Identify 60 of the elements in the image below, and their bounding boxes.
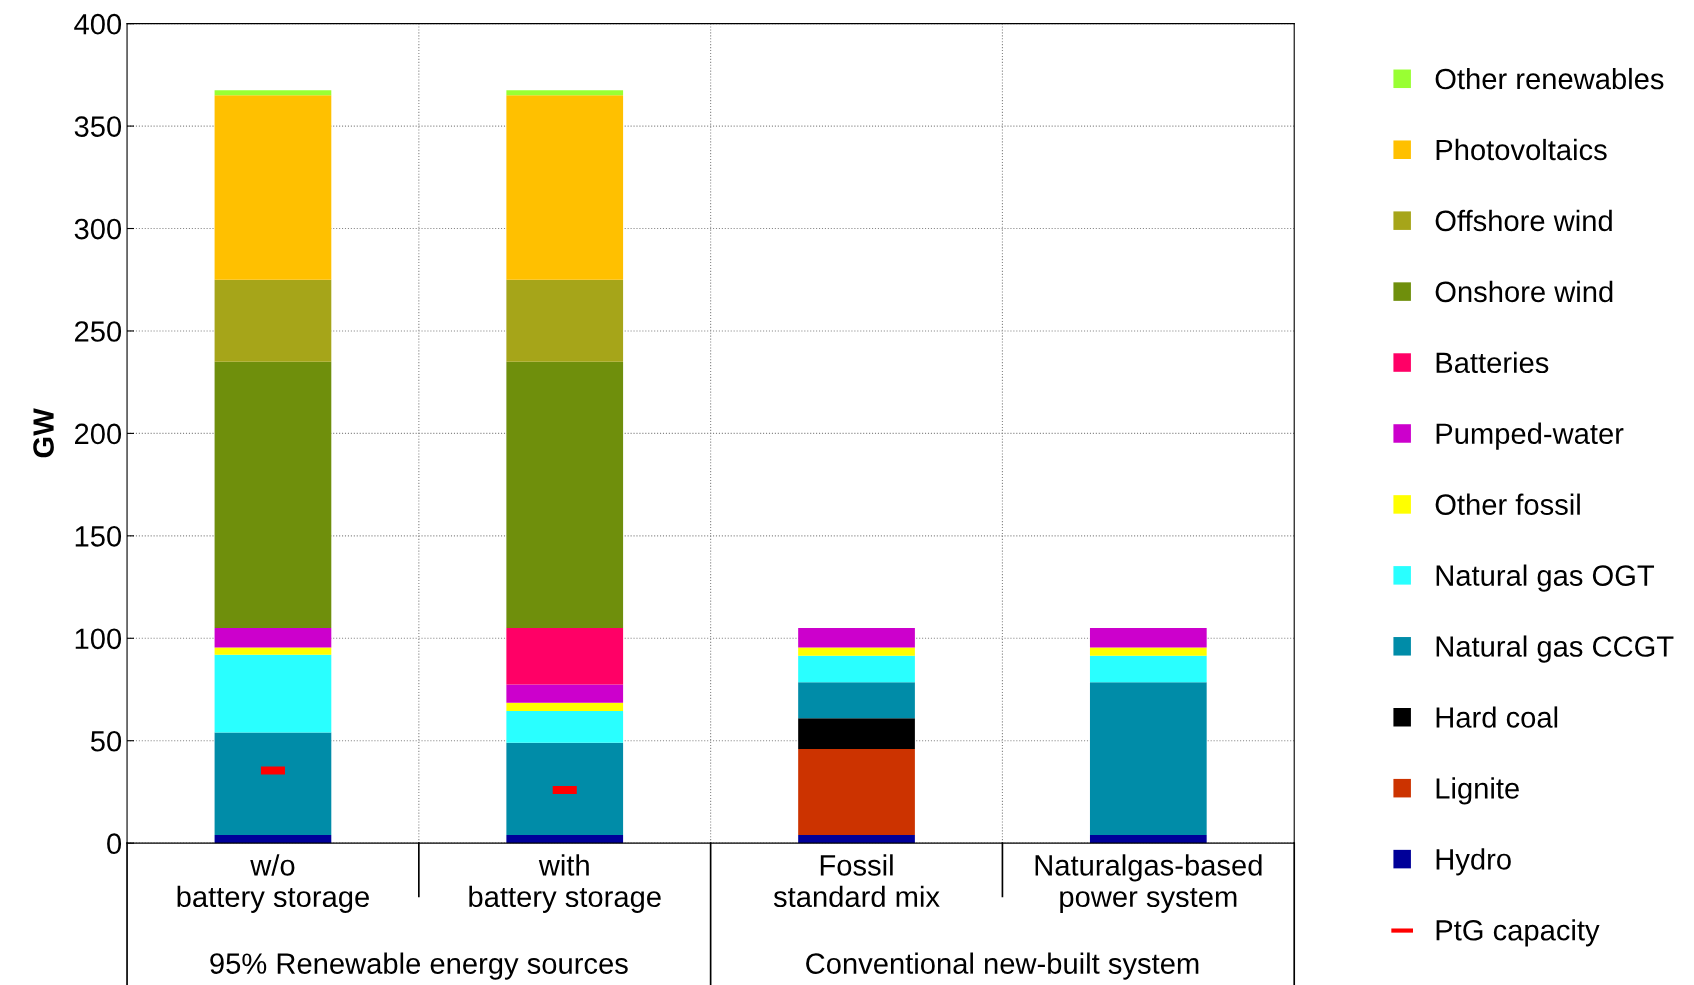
y-tick-label: 400 bbox=[74, 13, 122, 35]
x-tick-label: Naturalgas-based power system bbox=[1035, 854, 1262, 913]
legend-label: Natural gas CCGT bbox=[1436, 635, 1674, 663]
y-tick-label: 300 bbox=[74, 218, 122, 240]
x-tick-label: Fossil standard mix bbox=[773, 854, 940, 908]
bar bbox=[214, 647, 332, 655]
bar bbox=[214, 732, 332, 835]
bar bbox=[506, 628, 624, 685]
y-tick-label: 0 bbox=[107, 833, 122, 855]
legend-label: Other fossil bbox=[1435, 493, 1580, 515]
bar bbox=[214, 90, 332, 96]
y-tick-label: 150 bbox=[75, 526, 122, 547]
bar bbox=[1089, 682, 1207, 835]
y-tick-label: 100 bbox=[75, 628, 122, 650]
bar bbox=[798, 655, 915, 683]
legend-label: Natural gas OGT bbox=[1436, 564, 1655, 592]
bar bbox=[798, 682, 915, 719]
y-tick-label: 50 bbox=[90, 730, 122, 752]
legend-label: Photovoltaics bbox=[1436, 138, 1607, 161]
legend-label: Other renewables bbox=[1435, 67, 1664, 90]
bar bbox=[798, 834, 915, 844]
bar bbox=[1089, 655, 1207, 683]
y-tick-label: 250 bbox=[75, 321, 122, 342]
bar bbox=[798, 647, 915, 656]
bar bbox=[798, 748, 915, 835]
bar bbox=[214, 279, 332, 362]
bar bbox=[506, 702, 624, 712]
text: 95% Renewable energy sources bbox=[210, 952, 628, 980]
y-tick-label: 200 bbox=[75, 423, 122, 445]
y-tick-label: 350 bbox=[74, 116, 122, 137]
bar bbox=[214, 95, 332, 280]
bar bbox=[506, 95, 624, 280]
bar bbox=[506, 684, 624, 703]
bar bbox=[506, 279, 624, 362]
x-tick-label: with battery storage bbox=[469, 854, 661, 913]
legend-label: Offshore wind bbox=[1435, 209, 1612, 232]
x-tick-label: w/o battery storage bbox=[177, 854, 369, 913]
bar bbox=[506, 90, 624, 96]
bar bbox=[1089, 647, 1207, 656]
legend-label: Onshore wind bbox=[1435, 280, 1613, 303]
y-axis-title: GW bbox=[33, 408, 54, 458]
text: Conventional new-built system bbox=[806, 952, 1199, 980]
legend-label: Hard coal bbox=[1436, 706, 1558, 728]
bar bbox=[214, 628, 332, 648]
legend-label: Batteries bbox=[1436, 351, 1549, 374]
legend-label: Lignite bbox=[1436, 777, 1519, 805]
bar bbox=[798, 718, 915, 749]
bar bbox=[506, 361, 624, 629]
bar bbox=[1089, 834, 1207, 844]
bar bbox=[1089, 628, 1207, 648]
bar bbox=[214, 361, 332, 629]
bar bbox=[214, 834, 332, 844]
bar bbox=[506, 711, 624, 743]
legend-label: Hydro bbox=[1436, 848, 1511, 876]
legend-label: Pumped-water bbox=[1436, 422, 1624, 450]
bar bbox=[214, 654, 332, 733]
bar bbox=[506, 834, 624, 844]
legend-label: PtG capacity bbox=[1436, 919, 1600, 947]
bar bbox=[798, 628, 915, 648]
bar bbox=[506, 742, 624, 835]
